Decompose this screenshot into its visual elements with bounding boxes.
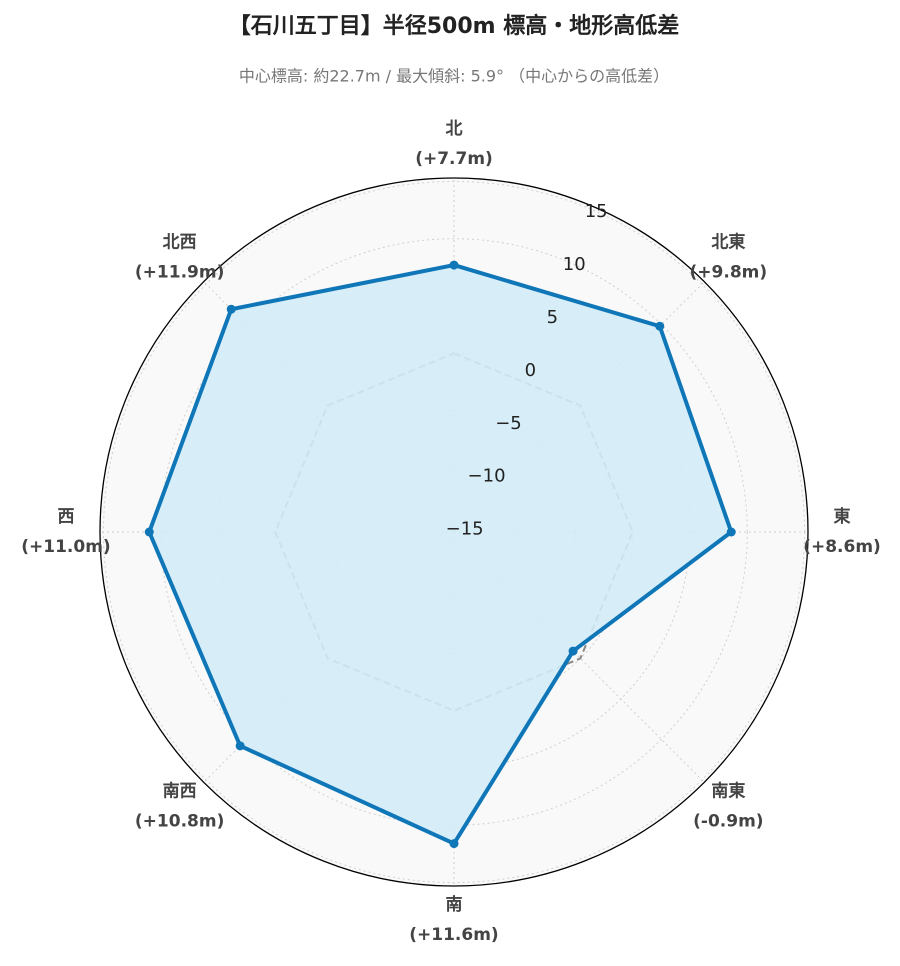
- category-label: 南: [446, 894, 463, 915]
- labels: −15 −10 −5 0 5 10 15 北 (+7.7m) 北東 (+9.8m) 東 (+8.6m) 南…: [21, 119, 881, 945]
- r-tick-label: 0: [525, 360, 536, 381]
- value-label: (+11.0m): [21, 537, 110, 557]
- data-point: [449, 839, 459, 849]
- chart-title: 【石川五丁目】半径500m 標高・地形高低差: [229, 13, 680, 39]
- category-label: 西: [58, 507, 75, 527]
- category-label: 北西: [163, 233, 197, 253]
- data-point: [226, 304, 236, 314]
- chart-subtitle: 中心標高: 約22.7m / 最大傾斜: 5.9° （中心からの高低差）: [239, 67, 669, 86]
- value-label: (-0.9m): [693, 811, 763, 831]
- category-label: 東: [834, 506, 851, 527]
- value-label: (+9.8m): [690, 263, 768, 283]
- data-point: [726, 527, 736, 537]
- value-label: (+11.9m): [135, 263, 224, 283]
- value-label: (+7.7m): [415, 149, 493, 169]
- value-label: (+11.6m): [409, 925, 498, 945]
- data-point: [449, 260, 459, 270]
- r-tick-label: −5: [495, 413, 522, 434]
- r-tick-label: −10: [468, 466, 506, 487]
- r-tick-label: 15: [585, 201, 608, 222]
- r-tick-label: 5: [547, 307, 558, 328]
- polar-frame: [99, 177, 809, 887]
- plot: [144, 260, 736, 849]
- data-point: [144, 527, 154, 537]
- category-label: 北東: [711, 232, 745, 253]
- data-point: [235, 741, 245, 751]
- data-point: [568, 646, 578, 656]
- data-point: [655, 321, 665, 331]
- category-label: 北: [446, 119, 463, 139]
- category-label: 南東: [711, 780, 745, 801]
- r-tick-label: 10: [563, 254, 586, 275]
- category-label: 南西: [163, 780, 197, 801]
- r-tick-label: −15: [446, 519, 484, 540]
- value-label: (+8.6m): [803, 537, 881, 557]
- value-label: (+10.8m): [135, 811, 224, 831]
- spoke: [453, 531, 705, 783]
